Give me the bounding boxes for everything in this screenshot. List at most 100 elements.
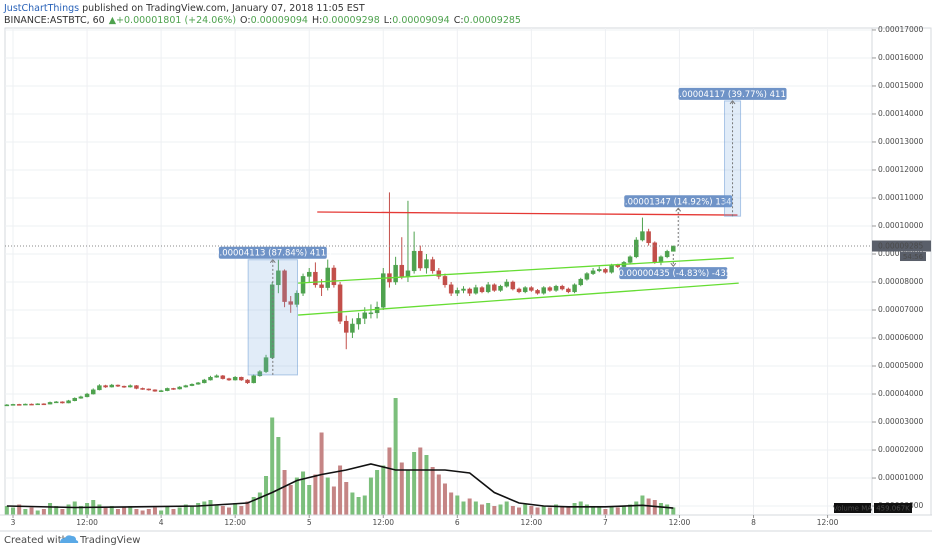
y-tick-label: 0.00013000 bbox=[878, 137, 924, 146]
volume-bar bbox=[17, 504, 22, 515]
volume-bar bbox=[78, 506, 83, 515]
volume-bar bbox=[35, 510, 40, 515]
candle-body bbox=[226, 378, 232, 381]
volume-bar bbox=[66, 504, 71, 515]
candle-body bbox=[430, 259, 435, 272]
brand[interactable]: TradingView bbox=[79, 535, 140, 546]
candle-body bbox=[473, 287, 479, 294]
candle-body bbox=[220, 375, 226, 379]
trend-line bbox=[298, 282, 739, 316]
candle-body bbox=[603, 269, 608, 273]
candle-body bbox=[239, 376, 244, 381]
symbol: BINANCE:ASTBTC, 60 bbox=[4, 15, 105, 26]
volume-bar bbox=[220, 506, 225, 515]
price-axis bbox=[871, 27, 932, 516]
candle-body bbox=[498, 285, 503, 291]
candle-body bbox=[134, 385, 139, 389]
y-tick-label: 0.00010000 bbox=[878, 221, 924, 230]
candle-body bbox=[121, 385, 127, 388]
volume-bar bbox=[480, 504, 485, 515]
volume-bar bbox=[517, 507, 522, 515]
candle-body bbox=[609, 264, 614, 273]
x-tick-label: 6 bbox=[455, 518, 460, 527]
candle-body bbox=[381, 273, 386, 308]
candle-body bbox=[350, 323, 355, 333]
time-axis bbox=[0, 515, 932, 530]
volume-bar bbox=[4, 506, 9, 515]
candle-body bbox=[436, 270, 442, 277]
candle-body bbox=[208, 376, 213, 381]
author[interactable]: JustChartThings bbox=[3, 3, 79, 14]
ohlc-value: 0.00009094 bbox=[251, 15, 308, 26]
volume-bar bbox=[313, 474, 318, 515]
measure-label: 0.00001347 (14.92%) 1347 bbox=[620, 197, 737, 207]
volume-bar bbox=[227, 507, 232, 515]
change: +0.00001801 (+24.06%) bbox=[116, 15, 236, 26]
candle-body bbox=[72, 397, 77, 401]
volume-bar bbox=[189, 506, 194, 515]
y-tick-label: 0.00001000 bbox=[878, 473, 924, 482]
candle-body bbox=[128, 385, 133, 388]
volume-bar bbox=[652, 500, 657, 515]
volume-bar bbox=[239, 506, 244, 515]
volume-bar bbox=[103, 507, 108, 515]
volume-bar bbox=[566, 507, 571, 515]
volume-bar bbox=[54, 506, 59, 515]
volume-bar bbox=[418, 447, 423, 515]
measure-label-bg bbox=[678, 87, 787, 100]
volume-bar bbox=[177, 507, 182, 515]
ohlc-label: H: bbox=[312, 15, 322, 26]
ohlc-value: 0.00009094 bbox=[392, 15, 449, 26]
ohlc-label: L: bbox=[384, 15, 393, 26]
candle-body bbox=[35, 403, 40, 406]
volume-bar bbox=[325, 477, 330, 515]
candle-body bbox=[177, 386, 182, 390]
measure-label-bg bbox=[218, 246, 327, 259]
volume-bar bbox=[282, 470, 287, 515]
volume-bar bbox=[597, 507, 602, 515]
candle-body bbox=[343, 320, 349, 333]
volume-bar bbox=[560, 506, 565, 515]
volume-bar bbox=[214, 504, 219, 515]
volume-bar bbox=[85, 503, 90, 515]
candle-body bbox=[572, 284, 577, 293]
volume-bar bbox=[11, 507, 16, 515]
candle-body bbox=[10, 404, 16, 406]
volume-bar bbox=[436, 474, 441, 515]
created-with: Created with bbox=[4, 535, 68, 546]
candle-body bbox=[84, 393, 90, 398]
volume-bar bbox=[523, 504, 528, 515]
candle-body bbox=[504, 281, 509, 287]
candle-body bbox=[66, 400, 71, 404]
volume-bar bbox=[591, 506, 596, 515]
volume-bar bbox=[23, 509, 28, 515]
volume-bar bbox=[152, 507, 157, 515]
candle-body bbox=[590, 270, 596, 274]
countdown-tag bbox=[900, 252, 926, 262]
candle-body bbox=[337, 284, 343, 322]
published: published on TradingView.com, January 07… bbox=[79, 3, 365, 14]
volume-bar bbox=[128, 506, 133, 515]
candle-body bbox=[23, 403, 28, 406]
ohlc-value: 0.00009298 bbox=[322, 15, 379, 26]
volume-ma-tag bbox=[834, 503, 871, 513]
candle-body bbox=[368, 312, 374, 315]
candle-body bbox=[485, 284, 491, 293]
volume-bar bbox=[251, 497, 256, 515]
volume-bar bbox=[529, 506, 534, 515]
candle-body bbox=[634, 239, 639, 258]
candle-body bbox=[288, 301, 293, 305]
volume-bar bbox=[399, 462, 404, 515]
candle-body bbox=[257, 371, 263, 377]
volume-bar bbox=[486, 503, 491, 515]
candle-body bbox=[584, 273, 590, 280]
x-tick-label: 7 bbox=[603, 518, 608, 527]
candle-body bbox=[109, 384, 115, 388]
y-tick-label: 0.00011000 bbox=[878, 193, 924, 202]
y-tick-label: 0.00014000 bbox=[878, 109, 924, 118]
volume-bar bbox=[634, 501, 639, 515]
candle-body bbox=[29, 403, 34, 406]
candle-body bbox=[553, 285, 559, 291]
candle-body bbox=[53, 401, 59, 404]
